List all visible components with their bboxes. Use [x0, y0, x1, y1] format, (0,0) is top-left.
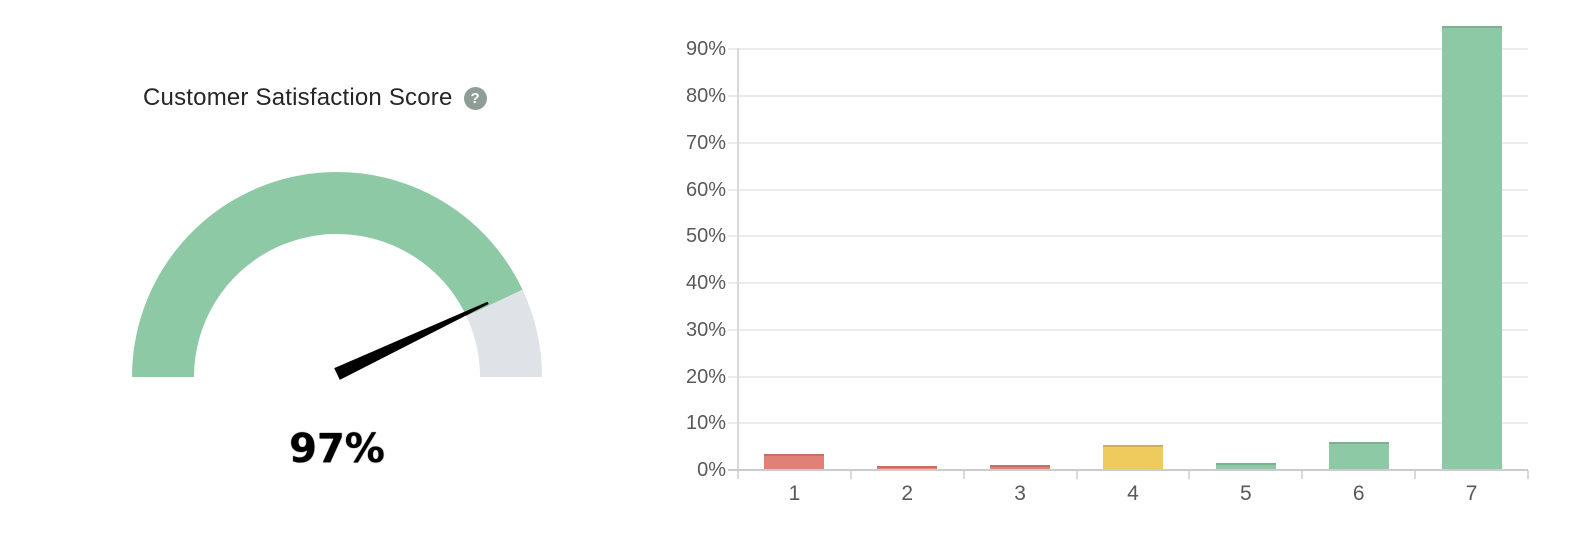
gauge-svg [132, 172, 542, 380]
gridline [728, 95, 1528, 98]
bar-category-3[interactable] [990, 464, 1051, 470]
gridline [728, 235, 1528, 238]
bar-category-6[interactable] [1328, 441, 1389, 470]
x-axis-label: 6 [1352, 482, 1365, 505]
y-axis-label: 30% [685, 318, 726, 341]
x-axis-label: 3 [1014, 482, 1026, 505]
y-axis-label: 10% [685, 412, 726, 435]
x-axis-tick [1188, 470, 1191, 479]
y-axis-line [737, 48, 739, 479]
gauge-arc-remainder [466, 289, 542, 377]
gridline [728, 375, 1528, 378]
gauge-needle [334, 301, 489, 380]
x-axis-label: 4 [1127, 482, 1139, 505]
gauge-header: Customer Satisfaction Score ? [143, 84, 487, 112]
gridline [728, 48, 1528, 51]
y-axis-label: 60% [685, 178, 726, 201]
x-axis-baseline [728, 469, 1528, 471]
x-axis-label: 1 [788, 482, 801, 505]
y-axis-label: 90% [685, 38, 726, 61]
gridline [728, 328, 1528, 331]
x-axis-label: 2 [901, 482, 914, 505]
y-axis-label: 40% [685, 272, 726, 295]
bar-category-4[interactable] [1103, 444, 1163, 470]
bar-plot-area [728, 26, 1529, 479]
gauge-value: 97% [289, 426, 385, 472]
bar-category-5[interactable] [1215, 463, 1276, 470]
y-axis-label: 20% [685, 365, 726, 388]
x-axis-label: 7 [1465, 482, 1478, 505]
y-axis-label: 80% [685, 85, 726, 108]
x-axis-label: 5 [1240, 482, 1252, 505]
gridline [728, 141, 1528, 144]
help-icon[interactable]: ? [463, 86, 487, 110]
y-axis-label: 70% [685, 131, 726, 154]
bar-chart: 0% 10% 20% 30% 40% 50% 60% 70% 80% 90% 1 2 3 4 5 6 7 [660, 0, 1569, 555]
x-axis-tick [1527, 470, 1529, 479]
x-axis-tick [849, 470, 852, 479]
bar-category-2[interactable] [877, 466, 938, 470]
bar-category-1[interactable] [764, 453, 825, 470]
x-axis-tick [1075, 470, 1078, 479]
bar-category-7[interactable] [1441, 26, 1502, 470]
gridline [728, 282, 1528, 285]
gauge-title: Customer Satisfaction Score [143, 84, 453, 111]
gridline [728, 188, 1528, 191]
x-axis-tick [962, 470, 965, 479]
x-axis-tick [1414, 470, 1417, 479]
x-axis-tick [1301, 470, 1304, 479]
y-axis-label: 50% [685, 225, 726, 248]
y-axis-label: 0% [697, 459, 726, 481]
gridline [728, 422, 1528, 425]
gauge-arc-fill [132, 172, 523, 377]
